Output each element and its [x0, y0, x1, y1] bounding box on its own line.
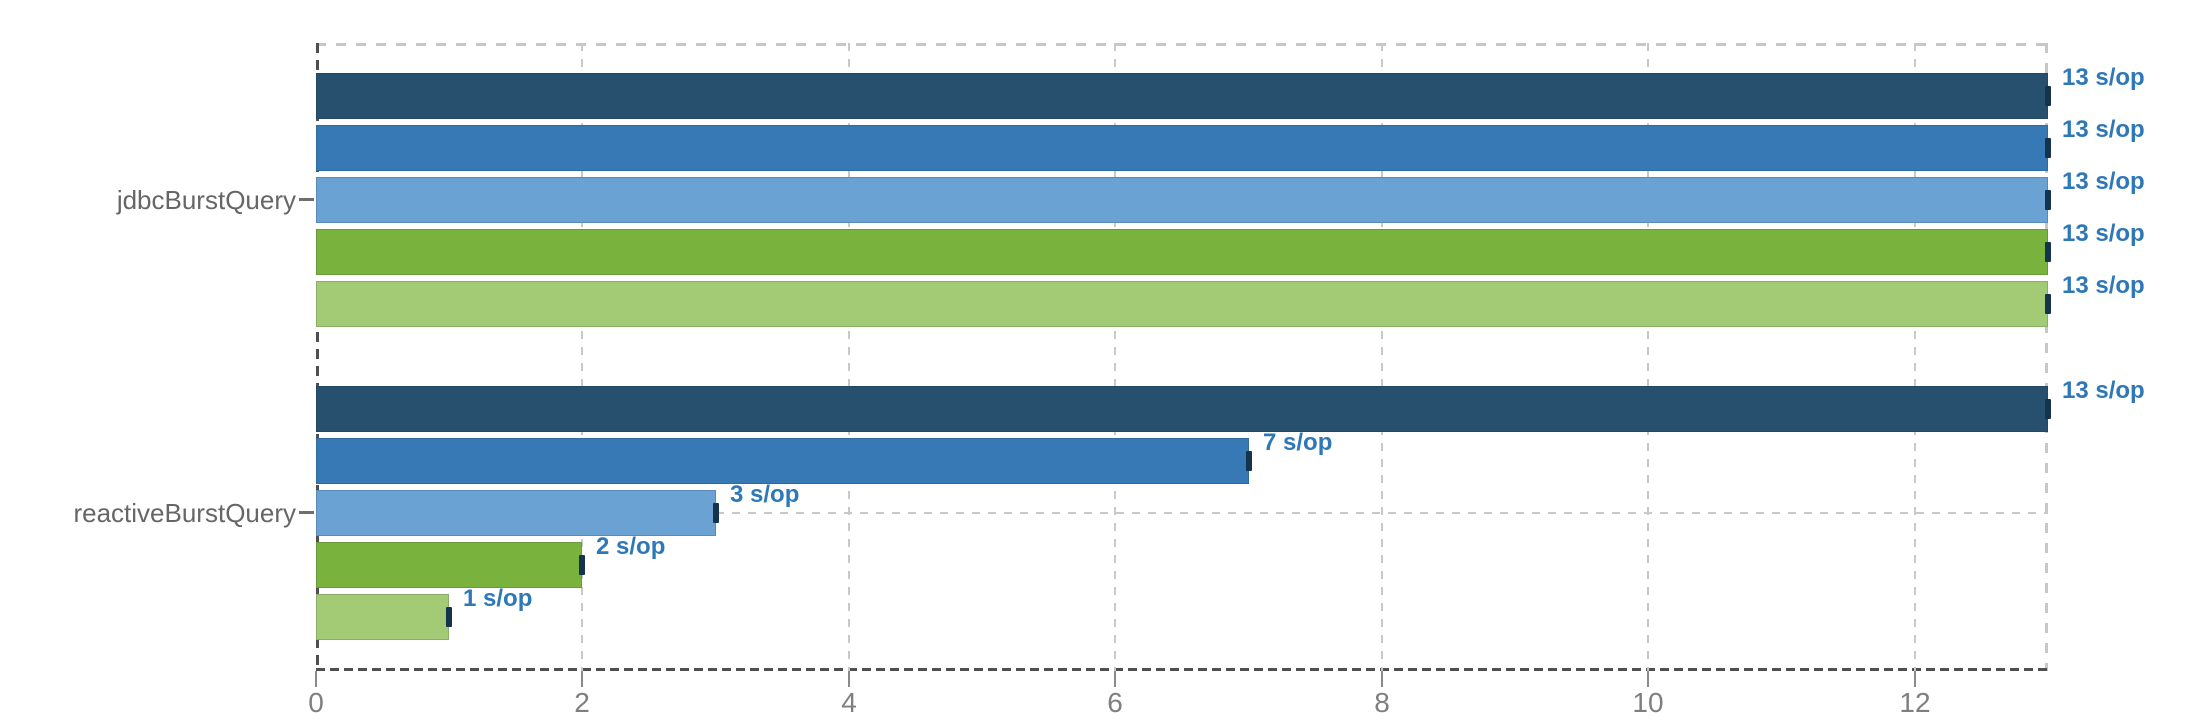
bar — [316, 594, 449, 640]
value-label: 13 s/op — [2062, 272, 2145, 299]
x-gridline — [1381, 43, 1383, 671]
x-tick-label: 8 — [1374, 687, 1390, 718]
bar — [316, 386, 2048, 432]
x-gridline — [848, 43, 850, 671]
error-bar — [2045, 190, 2051, 210]
x-gridline — [1914, 43, 1916, 671]
bar — [316, 438, 1249, 484]
y-axis-line — [316, 43, 319, 671]
error-bar — [713, 503, 719, 523]
x-tick-label: 6 — [1107, 687, 1123, 718]
value-label: 13 s/op — [2062, 168, 2145, 195]
value-label: 7 s/op — [1263, 429, 1333, 456]
x-axis-tick — [1647, 671, 1649, 687]
x-gridline — [581, 43, 583, 671]
bar — [316, 125, 2048, 171]
x-axis-tick — [1114, 671, 1116, 687]
value-label: 1 s/op — [463, 585, 533, 612]
value-label: 2 s/op — [596, 533, 666, 560]
y-axis-tick — [299, 198, 314, 201]
x-tick-label: 12 — [1899, 687, 1931, 718]
x-axis-tick — [1381, 671, 1383, 687]
x-axis-tick — [1914, 671, 1916, 687]
x-gridline — [1114, 43, 1116, 671]
value-label: 13 s/op — [2062, 220, 2145, 247]
x-axis-line — [316, 668, 2048, 671]
bar — [316, 229, 2048, 275]
value-label: 13 s/op — [2062, 64, 2145, 91]
category-label: reactiveBurstQuery — [73, 498, 296, 528]
x-tick-label: 2 — [574, 687, 590, 718]
error-bar — [2045, 399, 2051, 419]
x-gridline — [1647, 43, 1649, 671]
value-label: 13 s/op — [2062, 116, 2145, 143]
x-tick-label: 4 — [841, 687, 857, 718]
bar — [316, 490, 716, 536]
x-axis-tick — [848, 671, 850, 687]
x-axis-tick — [581, 671, 583, 687]
error-bar — [1246, 451, 1252, 471]
bar — [316, 542, 582, 588]
x-tick-label: 10 — [1632, 687, 1664, 718]
y-axis-tick — [299, 511, 314, 514]
error-bar — [2045, 86, 2051, 106]
value-label: 13 s/op — [2062, 377, 2145, 404]
category-label: jdbcBurstQuery — [116, 185, 296, 215]
y-gridline — [316, 512, 2048, 514]
error-bar — [579, 555, 585, 575]
bar — [316, 177, 2048, 223]
bar — [316, 73, 2048, 119]
value-label: 3 s/op — [730, 481, 800, 508]
bar — [316, 281, 2048, 327]
x-tick-label: 0 — [308, 687, 324, 718]
plot-area — [316, 43, 2051, 671]
x-axis-tick — [315, 671, 317, 687]
error-bar — [2045, 242, 2051, 262]
error-bar — [446, 607, 452, 627]
error-bar — [2045, 138, 2051, 158]
error-bar — [2045, 294, 2051, 314]
plot-border-right — [2045, 43, 2048, 671]
plot-border-top — [316, 43, 2048, 46]
